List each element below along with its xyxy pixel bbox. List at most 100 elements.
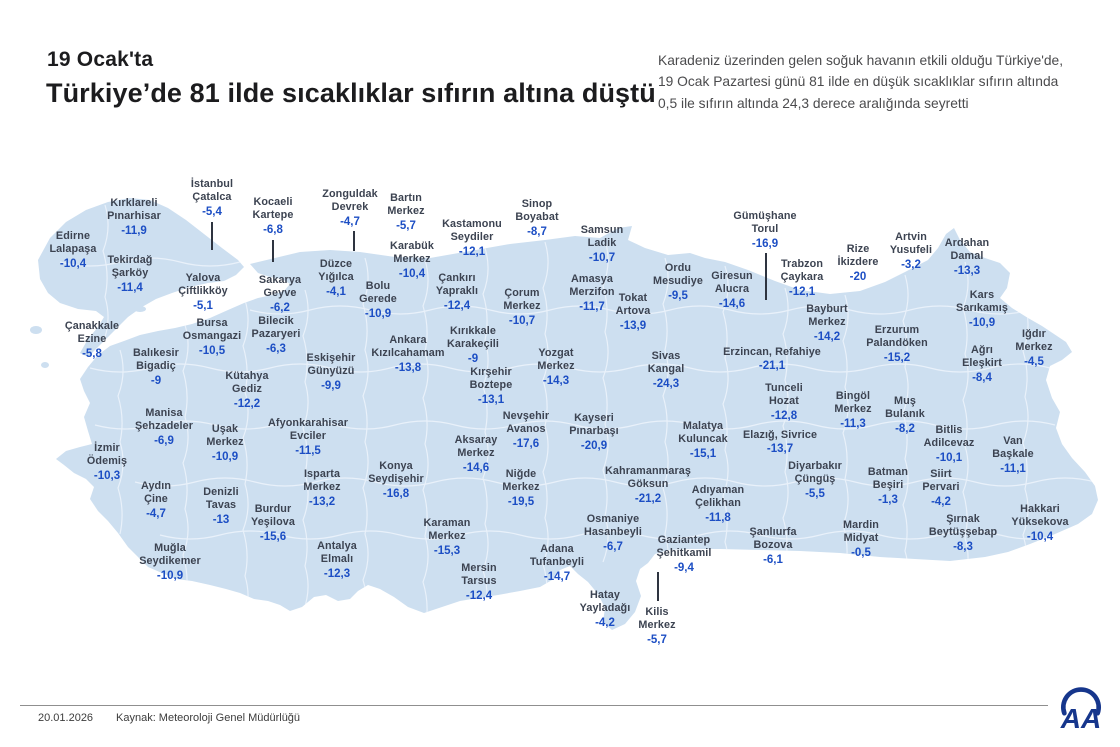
station-value: -24,3 xyxy=(652,377,680,390)
station-name: Karaman Merkez xyxy=(423,517,471,543)
station-value: -14,2 xyxy=(813,330,841,343)
station-name: Hatay Yayladağı xyxy=(579,589,631,615)
station-value: -19,5 xyxy=(507,495,535,508)
station-name: Yozgat Merkez xyxy=(537,347,575,373)
station-name: Şırnak Beytüşşebap xyxy=(928,513,998,539)
station-name: Bitlis Adilcevaz xyxy=(923,424,975,450)
station-name: Kahramanmaraş Göksun xyxy=(605,465,691,491)
station-value: -6,1 xyxy=(763,553,783,566)
station-label: Yalova Çiftlikköy -5,1 xyxy=(178,272,228,314)
station-value: -13,2 xyxy=(308,495,336,508)
station-name: Kars Sarıkamış xyxy=(956,289,1008,315)
station-value: -9,4 xyxy=(674,561,694,574)
station-label: Manisa Şehzadeler -6,9 xyxy=(135,407,193,449)
pointer-line xyxy=(211,222,213,250)
station-label: Ankara Kızılcahamam -13,8 xyxy=(371,334,444,376)
station-label: Karaman Merkez -15,3 xyxy=(424,517,471,559)
station-label: Malatya Kuluncak -15,1 xyxy=(678,420,727,462)
station-label: Isparta Merkez -13,2 xyxy=(303,468,340,510)
station-name: Gaziantep Şehitkamil xyxy=(656,534,712,560)
station-label: Adana Tufanbeyli -14,7 xyxy=(530,543,584,585)
station-value: -6,8 xyxy=(263,223,283,236)
station-value: -0,5 xyxy=(851,546,871,559)
station-value: -10,7 xyxy=(508,314,536,327)
pointer-line xyxy=(272,240,274,262)
station-value: -8,4 xyxy=(972,371,992,384)
station-label: Çankırı Yapraklı -12,4 xyxy=(436,272,478,314)
station-label: Kırşehir Boztepe -13,1 xyxy=(470,366,513,408)
station-value: -9,5 xyxy=(668,289,688,302)
station-label: Bitlis Adilcevaz -10,1 xyxy=(924,424,975,466)
aa-agency-logo: AA xyxy=(1055,684,1107,737)
province-borders xyxy=(59,204,1096,629)
station-value: -8,3 xyxy=(953,540,973,553)
station-label: Eskişehir Günyüzü -9,9 xyxy=(307,352,356,394)
station-label: Çorum Merkez -10,7 xyxy=(503,287,540,329)
station-label: Tokat Artova -13,9 xyxy=(616,292,651,334)
station-value: -15,2 xyxy=(883,351,911,364)
station-name: Düzce Yığılca xyxy=(318,258,354,284)
page-title: Türkiye’de 81 ilde sıcaklıklar sıfırın a… xyxy=(46,78,656,108)
station-value: -20,9 xyxy=(580,439,608,452)
station-value: -1,3 xyxy=(878,493,898,506)
station-label: Kırklareli Pınarhisar -11,9 xyxy=(107,197,161,239)
station-name: Osmaniye Hasanbeyli xyxy=(583,513,643,539)
station-label: Batman Beşiri -1,3 xyxy=(868,466,908,508)
station-name: Amasya Merzifon xyxy=(569,273,615,299)
station-label: Adıyaman Çelikhan -11,8 xyxy=(692,484,744,526)
island xyxy=(134,306,146,312)
station-name: Mersin Tarsus xyxy=(461,562,497,588)
station-value: -6,2 xyxy=(270,301,290,314)
station-value: -6,7 xyxy=(603,540,623,553)
station-label: Kilis Merkez -5,7 xyxy=(638,606,675,648)
station-label: Bartın Merkez -5,7 xyxy=(387,192,424,234)
station-name: Balıkesir Bigadiç xyxy=(133,347,179,373)
station-name: Konya Seydişehir xyxy=(368,460,424,486)
station-name: Burdur Yeşilova xyxy=(250,503,296,529)
station-value: -14,6 xyxy=(462,461,490,474)
station-name: Çorum Merkez xyxy=(503,287,541,313)
station-label: Muğla Seydikemer -10,9 xyxy=(139,542,201,584)
station-name: Zonguldak Devrek xyxy=(322,188,378,214)
station-value: -17,6 xyxy=(512,437,540,450)
station-name: Şanlıurfa Bozova xyxy=(749,526,797,552)
station-name: Ağrı Eleşkirt xyxy=(962,344,1002,370)
station-value: -10,4 xyxy=(59,257,87,270)
station-name: Kütahya Gediz xyxy=(225,370,269,396)
station-value: -13,9 xyxy=(619,319,647,332)
station-name: Kilis Merkez xyxy=(638,606,676,632)
station-value: -4,7 xyxy=(146,507,166,520)
station-value: -10,5 xyxy=(198,344,226,357)
station-label: Bolu Gerede -10,9 xyxy=(359,280,397,322)
station-label: Kocaeli Kartepe -6,8 xyxy=(253,196,294,238)
station-label: Samsun Ladik -10,7 xyxy=(581,224,624,266)
station-label: Gaziantep Şehitkamil -9,4 xyxy=(656,534,711,576)
station-label: Sakarya Geyve -6,2 xyxy=(259,274,301,316)
station-name: Niğde Merkez xyxy=(502,468,540,494)
station-label: Rize İkizdere -20 xyxy=(837,243,878,285)
svg-text:AA: AA xyxy=(1060,703,1102,732)
station-value: -15,6 xyxy=(259,530,287,543)
station-label: Bingöl Merkez -11,3 xyxy=(834,390,871,432)
station-value: -10,1 xyxy=(935,451,963,464)
station-value: -13,8 xyxy=(394,361,422,374)
station-value: -10,9 xyxy=(968,316,996,329)
station-value: -3,2 xyxy=(901,258,921,271)
station-value: -11,1 xyxy=(1000,462,1026,475)
station-value: -5,1 xyxy=(193,299,213,312)
station-name: Kayseri Pınarbaşı xyxy=(569,412,619,438)
station-label: Aksaray Merkez -14,6 xyxy=(455,434,498,476)
station-name: Diyarbakır Çüngüş xyxy=(788,460,842,486)
station-name: Nevşehir Avanos xyxy=(502,410,550,436)
station-value: -6,3 xyxy=(266,342,286,355)
station-label: Hatay Yayladağı -4,2 xyxy=(580,589,631,631)
kicker: 19 Ocak'ta xyxy=(47,48,154,71)
station-name: Mardin Midyat xyxy=(843,519,879,545)
station-label: Karabük Merkez -10,4 xyxy=(390,240,434,282)
station-label: Mardin Midyat -0,5 xyxy=(843,519,879,561)
station-name: Kırşehir Boztepe xyxy=(469,366,513,392)
station-label: İstanbul Çatalca -5,4 xyxy=(191,178,233,220)
station-name: Erzurum Palandöken xyxy=(866,324,928,350)
